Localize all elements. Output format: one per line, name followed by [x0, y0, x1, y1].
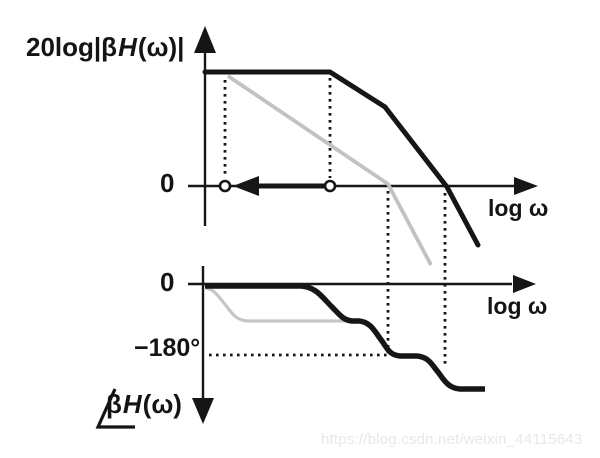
phase-y-axis-arrow-icon [192, 398, 214, 424]
angle-icon [95, 388, 135, 429]
pole-marker-original [323, 179, 337, 193]
magnitude-x-axis-label: log ω [488, 195, 549, 221]
watermark-url: https://blog.csdn.net/weixin_44115643 [321, 431, 583, 448]
pole-shift-arrow-head-icon [233, 176, 259, 196]
phase-axis-label-h: H [122, 389, 142, 419]
magnitude-y-axis-arrow-icon [194, 26, 216, 53]
phase-x-axis-arrow-icon [513, 275, 536, 293]
phase-axis-label-part2: (ω) [142, 389, 182, 419]
phase-axis-label-beta: β [106, 389, 122, 419]
phase-x-axis-label: log ω [487, 293, 548, 319]
magnitude-x-axis-arrow-icon [514, 177, 538, 195]
phase-axis-label: βH(ω) [106, 391, 182, 417]
phase-curve-uncompensated [205, 283, 485, 392]
phase-zero-tick-label: 0 [160, 267, 175, 297]
magnitude-zero-tick-label: 0 [160, 168, 175, 198]
magnitude-axis-label-h: H [118, 32, 137, 62]
pole-marker-shifted [218, 179, 232, 193]
magnitude-curve-compensated [226, 74, 433, 266]
phase-curve-compensated [205, 286, 352, 323]
magnitude-axis-label-part1: 20log|β [26, 32, 118, 62]
magnitude-curve-uncompensated [202, 69, 481, 248]
magnitude-axis-label: 20log|βH(ω)| [26, 34, 184, 60]
phase-neg180-tick-label: −180° [134, 334, 201, 362]
magnitude-axis-label-part2: (ω)| [137, 32, 185, 62]
